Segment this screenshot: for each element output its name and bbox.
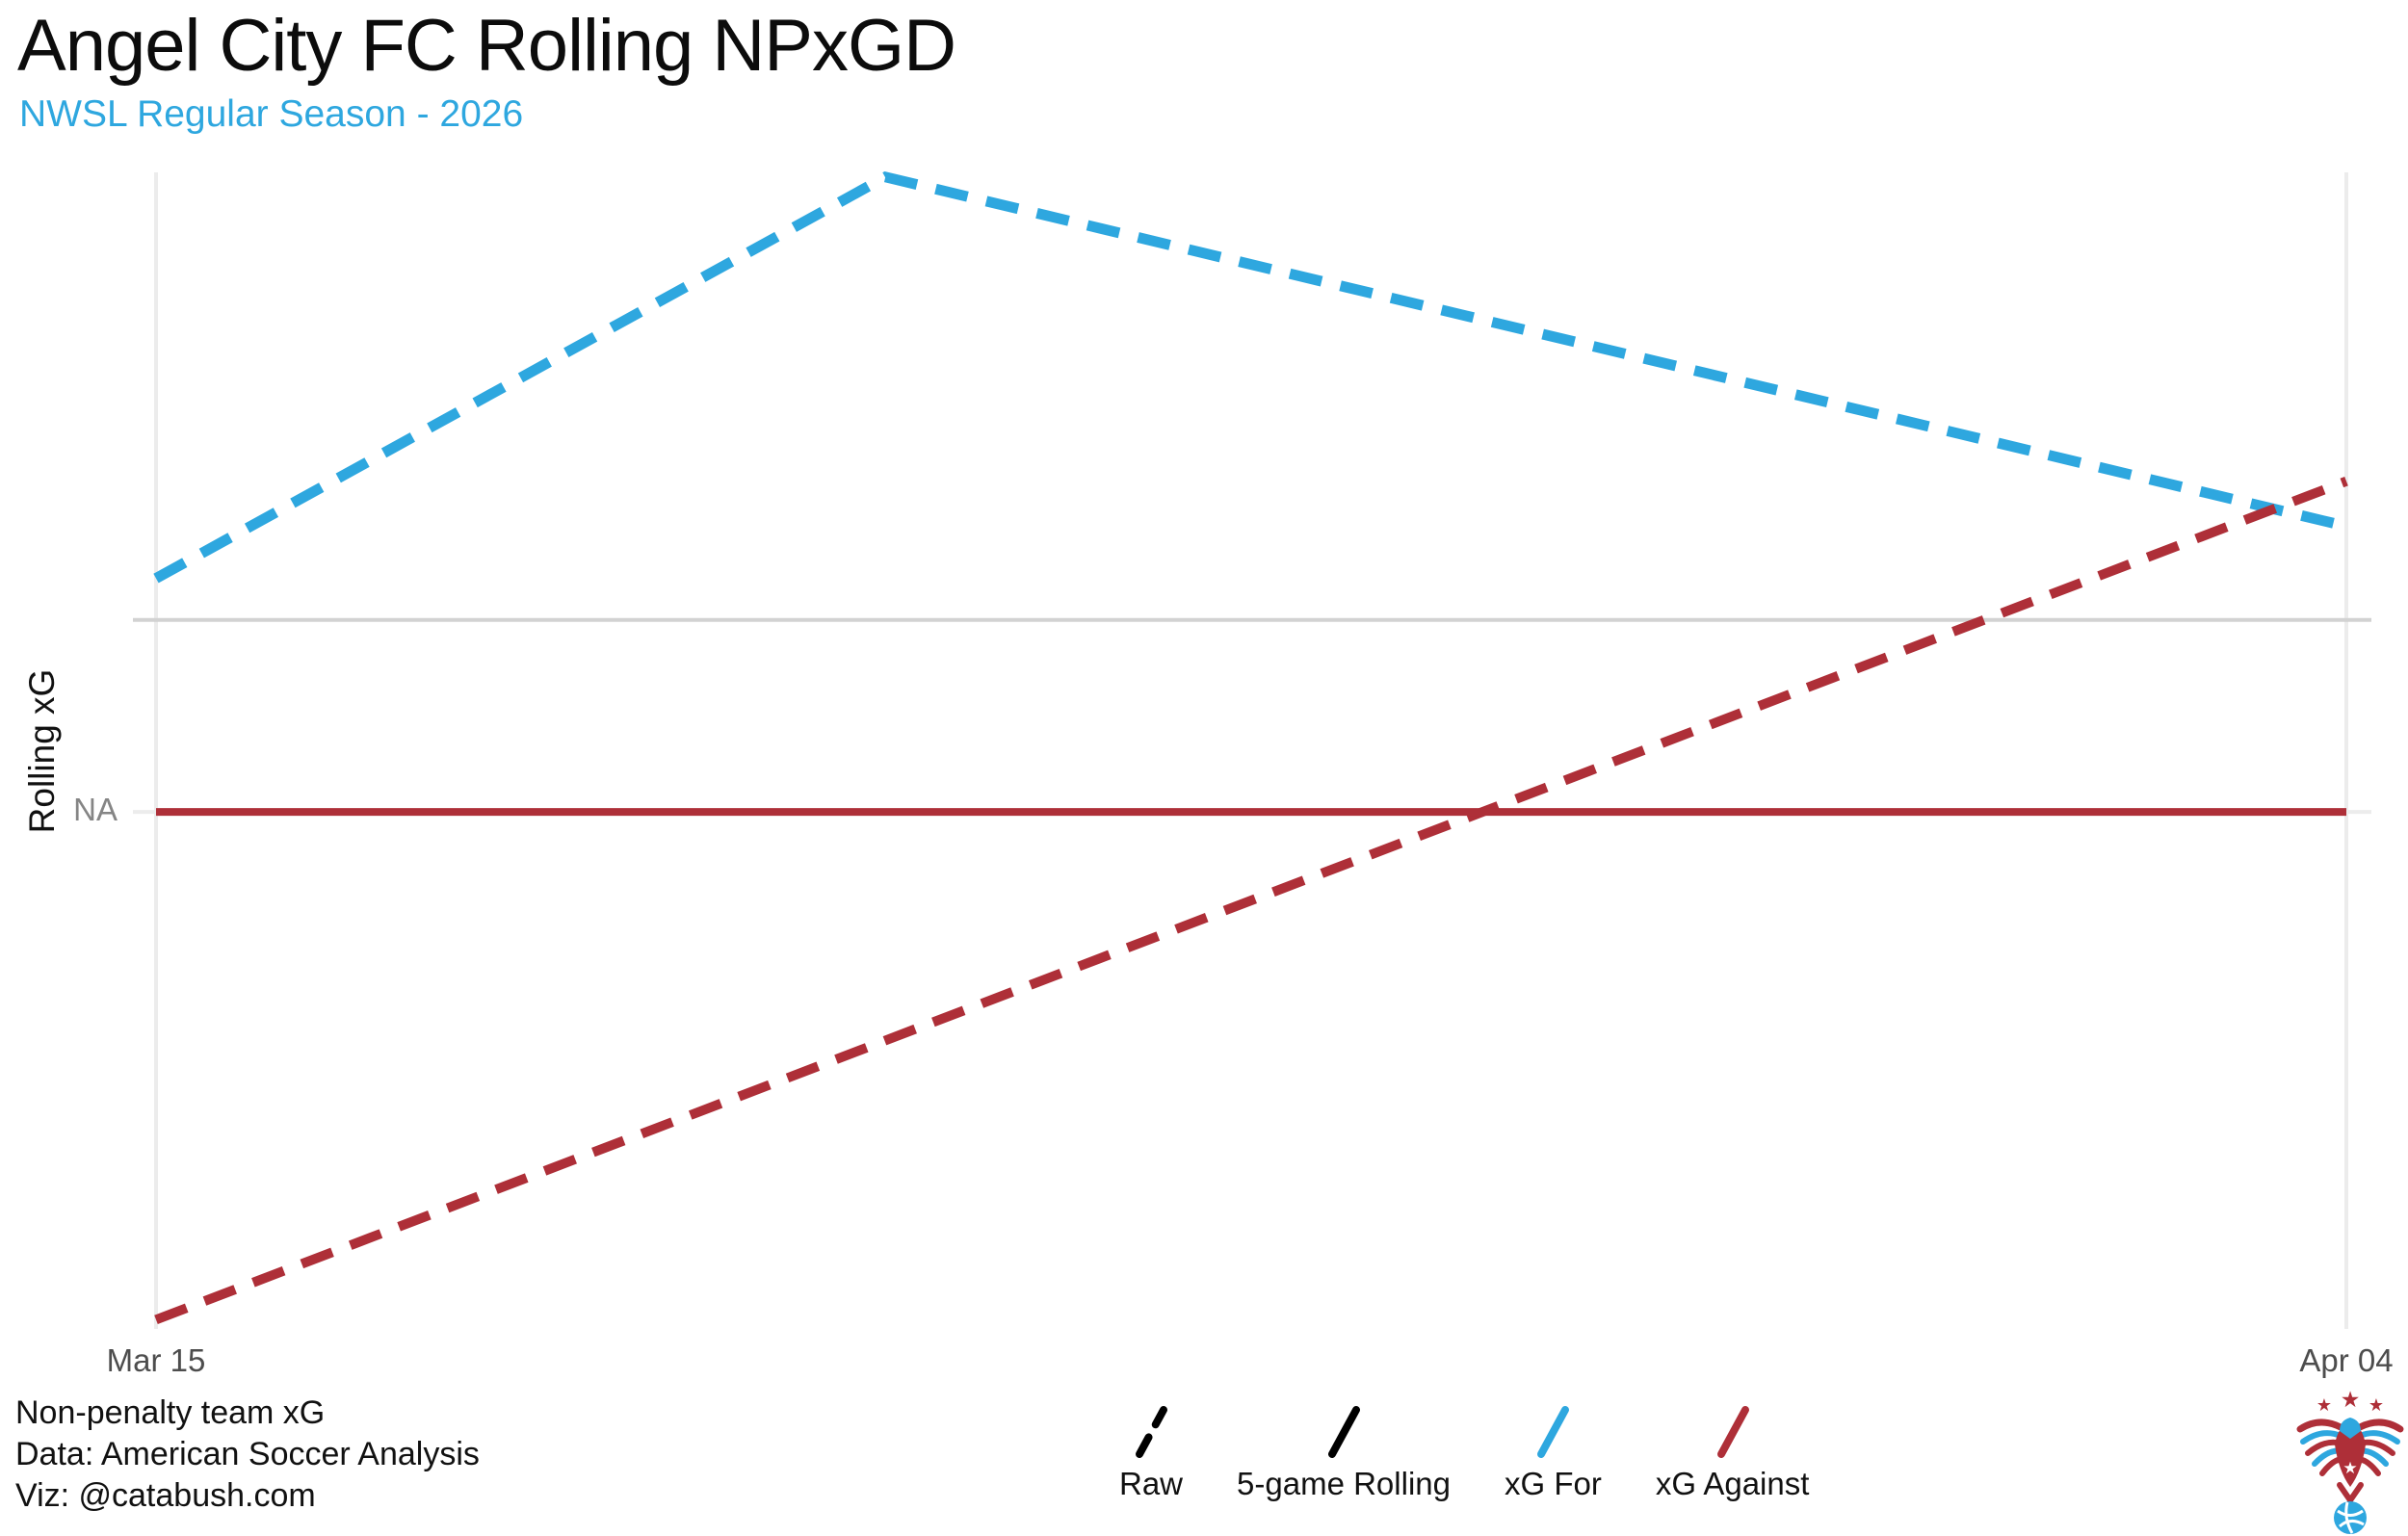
legend-swatch-rolling-line (1328, 1406, 1360, 1458)
legend-swatch-xg-against-line (1716, 1406, 1749, 1458)
footer: Non-penalty team xG Data: American Socce… (15, 1393, 480, 1517)
logo-star-right: ★ (2369, 1395, 2384, 1415)
logo-wing-stripe (2356, 1419, 2404, 1433)
legend-label-xg-for: xG For (1504, 1466, 1602, 1501)
logo-ball-seams (2337, 1501, 2365, 1534)
legend-swatch-raw-line (1136, 1406, 1168, 1458)
footer-line-1: Non-penalty team xG (15, 1394, 326, 1431)
legend-swatch-xg-against (1716, 1406, 1749, 1458)
logo-chest-star: ★ (2343, 1459, 2357, 1477)
footer-line-2: Data: American Soccer Analysis (15, 1436, 480, 1472)
logo-star-center: ★ (2341, 1387, 2361, 1412)
logo-eagle-body (2335, 1419, 2366, 1487)
legend-item-rolling: 5-game Rolling (1237, 1404, 1451, 1502)
legend-item-raw: Raw (1119, 1404, 1183, 1502)
asa-logo: ★ ★ ★ ★ (2296, 1387, 2404, 1534)
legend: Raw 5-game Rolling xG For xG Against (1119, 1404, 1809, 1502)
legend-swatch-xg-for-line (1537, 1406, 1570, 1458)
x-tick-label-left: Mar 15 (106, 1342, 206, 1378)
y-tick-label-na: NA (73, 792, 118, 827)
logo-eagle-head (2340, 1418, 2361, 1439)
logo-eagle: ★ (2335, 1418, 2366, 1506)
logo-wing-stripe (2296, 1419, 2344, 1433)
footer-line-3: Viz: @catabush.com (15, 1477, 316, 1514)
chart-subtitle: NWSL Regular Season - 2026 (19, 93, 524, 135)
legend-swatch-rolling (1328, 1406, 1360, 1458)
legend-item-xg-against: xG Against (1655, 1404, 1810, 1502)
logo-ball (2334, 1501, 2367, 1534)
legend-item-xg-for: xG For (1505, 1404, 1602, 1502)
legend-swatch-xg-for (1537, 1406, 1570, 1458)
x-tick-label-right: Apr 04 (2299, 1342, 2394, 1378)
legend-swatch-raw (1136, 1406, 1168, 1458)
logo-tail (2337, 1482, 2364, 1506)
legend-label-rolling: 5-game Rolling (1237, 1466, 1451, 1501)
legend-label-xg-against: xG Against (1655, 1466, 1810, 1501)
logo-stars: ★ ★ ★ (2316, 1387, 2384, 1415)
xg-against-line (154, 476, 2348, 1325)
chart-title: Angel City FC Rolling NPxGD (17, 5, 956, 87)
logo-star-left: ★ (2316, 1395, 2332, 1415)
legend-label-raw: Raw (1119, 1466, 1184, 1501)
xg-for-line (153, 170, 2348, 584)
